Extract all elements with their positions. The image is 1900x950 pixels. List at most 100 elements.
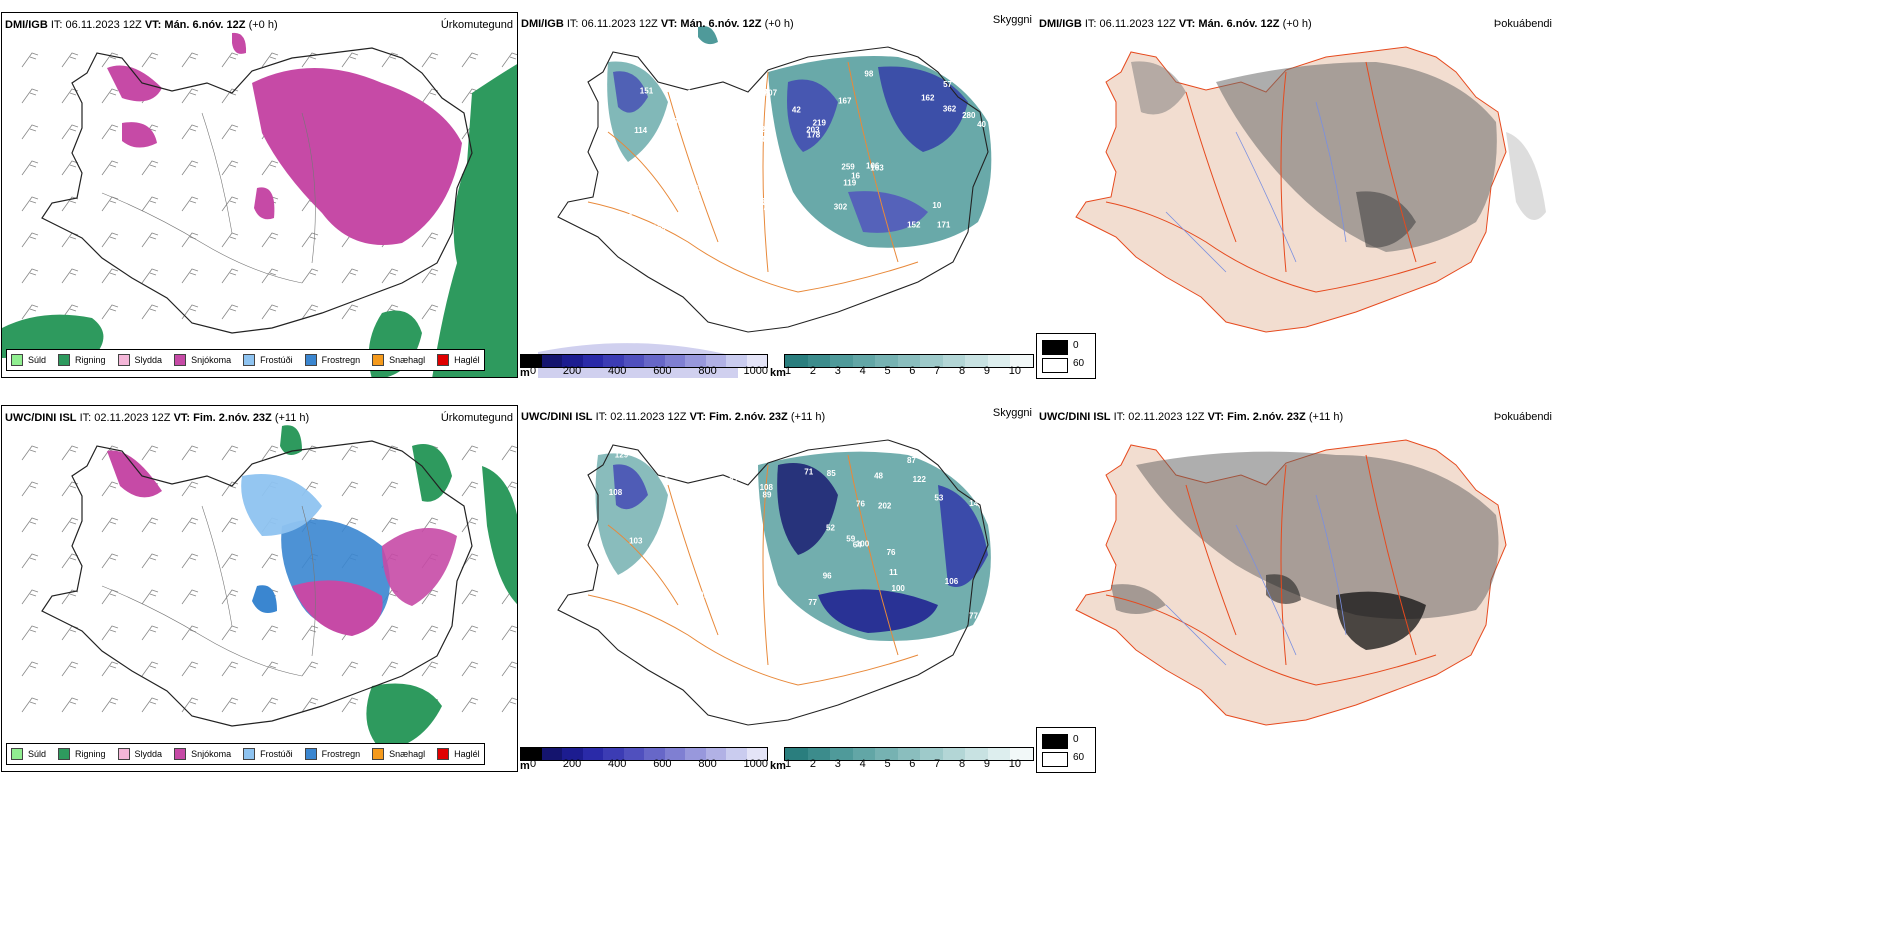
lead-time: (+11 h) bbox=[790, 411, 826, 423]
legend-swatch bbox=[174, 354, 187, 366]
elevation-ticks: 0 200 400 600 800 1000 bbox=[530, 365, 768, 377]
visibility-value: 40 bbox=[977, 120, 986, 129]
visibility-value: 167 bbox=[838, 97, 852, 106]
init-time-label: IT: bbox=[50, 19, 63, 31]
wind-barb bbox=[181, 697, 199, 713]
visibility-value: 114 bbox=[634, 126, 647, 135]
visibility-value: 62 bbox=[680, 498, 689, 507]
visibility-value: 52 bbox=[627, 584, 636, 593]
wind-barb bbox=[181, 88, 199, 104]
model-name: UWC/DINI ISL bbox=[521, 411, 593, 423]
wind-barb bbox=[141, 697, 159, 713]
wind-barb bbox=[61, 445, 79, 461]
wind-barb bbox=[381, 52, 399, 68]
colorbar-segment bbox=[521, 748, 542, 760]
colorbar-tick-label: 4 bbox=[859, 365, 866, 377]
rain-area bbox=[280, 425, 302, 455]
wind-barb bbox=[101, 52, 119, 68]
wind-barb bbox=[141, 589, 159, 605]
legend-label: Rigning bbox=[75, 355, 106, 365]
wind-barb bbox=[21, 553, 39, 569]
elevation-unit: m bbox=[520, 367, 530, 379]
colorbar-segment bbox=[664, 355, 685, 367]
panel-title: DMI/IGB IT: 06.11.2023 12Z VT: Mán. 6.nó… bbox=[521, 18, 794, 30]
wind-barb bbox=[181, 160, 199, 176]
legend-swatch bbox=[58, 354, 71, 366]
colorbar-segment bbox=[705, 355, 726, 367]
wind-barb bbox=[61, 160, 79, 176]
wind-barb bbox=[141, 445, 159, 461]
lead-time: (+11 h) bbox=[274, 412, 310, 424]
lead-time: (+0 h) bbox=[764, 18, 794, 30]
legend-label: Frostregn bbox=[321, 749, 361, 759]
legend-label: Súld bbox=[28, 749, 47, 759]
valid-time: Mán. 6.nóv. 12Z bbox=[1198, 18, 1280, 30]
legend-item: Frostúði bbox=[243, 748, 293, 760]
rain-area bbox=[366, 683, 442, 751]
precip-type-panel-top: DMI/IGB IT: 06.11.2023 12Z VT: Mán. 6.nó… bbox=[1, 12, 518, 378]
colorbar-tick-label: 9 bbox=[983, 758, 990, 770]
colorbar-segment bbox=[785, 748, 808, 760]
visibility-value: 115 bbox=[687, 89, 700, 98]
wind-barb bbox=[341, 697, 359, 713]
wind-barb bbox=[221, 445, 239, 461]
visibility-value: 42 bbox=[792, 106, 801, 115]
wind-barb bbox=[101, 589, 119, 605]
wind-barb bbox=[141, 232, 159, 248]
colorbar-segment bbox=[987, 748, 1011, 760]
fog-map-top bbox=[1075, 46, 1546, 333]
legend-swatch bbox=[437, 354, 450, 366]
freezing-drizzle-area bbox=[241, 474, 322, 536]
panel-label: Skyggni bbox=[992, 407, 1032, 419]
valid-time: Fim. 2.nóv. 23Z bbox=[193, 412, 272, 424]
colorbar-segment bbox=[685, 355, 706, 367]
visibility-value: 62 bbox=[712, 485, 721, 494]
precip-type-panel-bottom: UWC/DINI ISL IT: 02.11.2023 12Z VT: Fim.… bbox=[1, 405, 518, 772]
wind-barb bbox=[181, 553, 199, 569]
wind-barb bbox=[101, 697, 119, 713]
wind-barb bbox=[461, 589, 479, 605]
rivers bbox=[1165, 101, 1347, 273]
high-elevation-area bbox=[613, 464, 648, 510]
roads bbox=[1105, 454, 1437, 686]
init-time-label: IT: bbox=[1113, 411, 1126, 423]
wind-barb bbox=[61, 661, 79, 677]
legend-label: Slydda bbox=[134, 355, 163, 365]
visibility-value: 191 bbox=[612, 613, 626, 622]
wind-barb bbox=[21, 481, 39, 497]
wind-barb bbox=[221, 553, 239, 569]
visibility-value: 153 bbox=[636, 189, 650, 198]
fog-panel-top: DMI/IGB IT: 06.11.2023 12Z VT: Mán. 6.nó… bbox=[1036, 12, 1556, 378]
wind-barb bbox=[181, 52, 199, 68]
wind-barb bbox=[261, 697, 279, 713]
colorbar-segment bbox=[897, 355, 921, 367]
legend-label: Súld bbox=[28, 355, 47, 365]
visibility-value: 77 bbox=[729, 476, 738, 485]
visibility-value: 219 bbox=[813, 118, 827, 127]
visibility-value: 24 bbox=[745, 145, 754, 154]
fog-shading bbox=[1216, 62, 1497, 252]
colorbar-segment bbox=[521, 355, 542, 367]
colorbar-tick-label: 1000 bbox=[743, 365, 768, 377]
roads bbox=[101, 112, 316, 284]
init-time-label: IT: bbox=[1084, 18, 1097, 30]
panel-label: Þokuábendi bbox=[1493, 411, 1552, 423]
legend-item: Frostregn bbox=[304, 354, 360, 366]
valid-time-label: VT: bbox=[144, 19, 162, 31]
visibility-value: 372 bbox=[758, 203, 772, 212]
wind-barb bbox=[301, 232, 319, 248]
colorbar-tick-label: 6 bbox=[909, 758, 916, 770]
iceland-outline bbox=[557, 439, 989, 726]
wind-barb bbox=[181, 124, 199, 140]
fog-key: 0 60 bbox=[1036, 727, 1096, 773]
colorbar-tick-label: 400 bbox=[608, 365, 627, 377]
legend-swatch bbox=[11, 748, 23, 760]
init-time: 06.11.2023 12Z bbox=[1099, 18, 1176, 30]
legend-swatch bbox=[174, 748, 187, 760]
visibility-value: 119 bbox=[843, 179, 856, 188]
wind-barb bbox=[221, 481, 239, 497]
visibility-value: 280 bbox=[962, 111, 976, 120]
wind-barb bbox=[381, 445, 399, 461]
legend-item: Slydda bbox=[117, 354, 163, 366]
visibility-value: 76 bbox=[887, 548, 896, 557]
